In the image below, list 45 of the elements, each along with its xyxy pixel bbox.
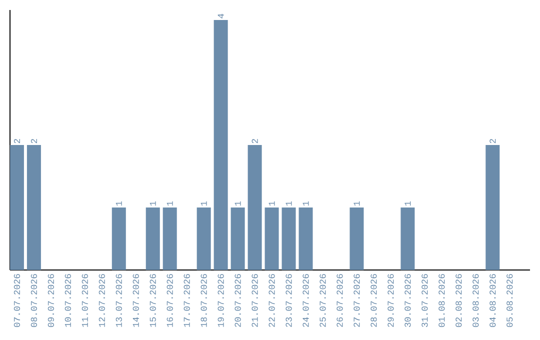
x-tick-label: 07.07.2026 — [14, 274, 20, 327]
x-tick-label: 23.07.2026 — [286, 274, 292, 327]
x-tick-label: 08.07.2026 — [30, 274, 38, 327]
x-tick-label: 18.07.2026 — [200, 274, 207, 327]
data-label: 1 — [286, 201, 292, 206]
x-tick-label: 10.07.2026 — [64, 274, 71, 327]
x-tick-label: 13.07.2026 — [116, 274, 122, 327]
x-tick-label: 31.07.2026 — [422, 274, 428, 327]
data-label: 1 — [200, 201, 207, 206]
x-tick-label: 12.07.2026 — [98, 274, 105, 327]
data-label: 1 — [302, 201, 309, 206]
x-tick-label: 20.07.2026 — [234, 274, 241, 327]
data-label: 2 — [252, 139, 258, 144]
data-label: 1 — [268, 201, 275, 206]
x-tick-label: 05.08.2026 — [506, 274, 513, 327]
x-tick-label: 15.07.2026 — [150, 274, 156, 327]
x-tick-label: 04.08.2026 — [490, 274, 496, 327]
data-label: 1 — [234, 201, 241, 206]
x-tick-label: 30.07.2026 — [404, 274, 411, 327]
x-tick-label: 19.07.2026 — [218, 274, 224, 327]
data-label: 1 — [166, 201, 173, 206]
data-label: 2 — [14, 139, 20, 144]
x-tick-label: 24.07.2026 — [302, 274, 309, 327]
x-tick-label: 14.07.2026 — [132, 274, 139, 327]
data-label: 2 — [490, 139, 496, 144]
x-tick-label: 27.07.2026 — [354, 274, 360, 327]
x-tick-label: 02.08.2026 — [456, 274, 462, 327]
x-tick-label: 21.07.2026 — [252, 274, 258, 327]
data-label: 1 — [404, 201, 411, 206]
x-tick-label: 03.08.2026 — [472, 274, 479, 327]
x-tick-label: 17.07.2026 — [184, 274, 190, 327]
x-tick-label: 28.07.2026 — [370, 274, 377, 327]
x-tick-label: 09.07.2026 — [48, 274, 54, 327]
x-tick-label: 25.07.2026 — [320, 274, 326, 327]
data-label: 4 — [218, 14, 224, 18]
data-label: 1 — [150, 201, 156, 206]
x-tick-label: 11.07.2026 — [82, 274, 88, 327]
data-label: 2 — [30, 139, 37, 144]
x-tick-label: 22.07.2026 — [268, 274, 275, 327]
data-label: 1 — [116, 201, 122, 206]
data-label: 1 — [354, 201, 360, 206]
x-tick-label: 26.07.2026 — [336, 274, 343, 327]
x-tick-label: 01.08.2026 — [438, 274, 445, 327]
x-tick-label: 29.07.2026 — [388, 274, 394, 327]
x-tick-label: 16.07.2026 — [166, 274, 173, 327]
